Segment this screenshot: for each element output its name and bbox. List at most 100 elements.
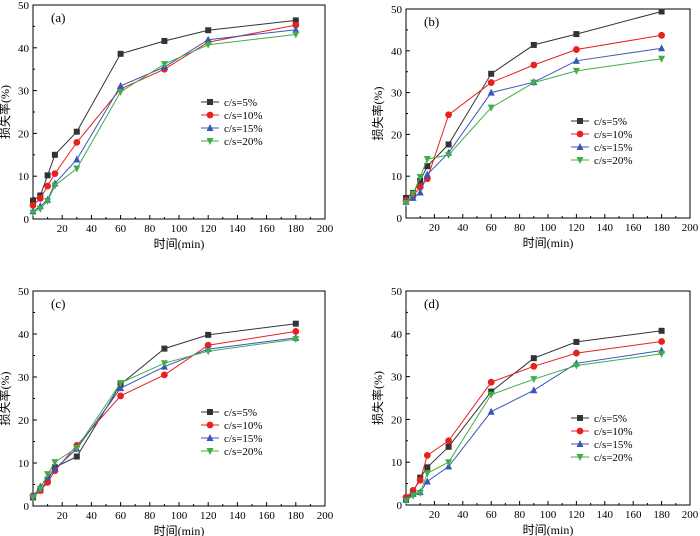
x-tick-label: 60 [115, 510, 127, 522]
data-point [423, 170, 431, 178]
x-tick-label: 80 [514, 222, 526, 234]
data-point [36, 205, 44, 213]
x-tick-label: 40 [86, 223, 98, 235]
data-point [416, 188, 424, 196]
series-4 [29, 336, 300, 502]
data-point [409, 190, 417, 198]
data-point [44, 182, 51, 190]
data-point [402, 497, 410, 505]
data-point [44, 471, 52, 479]
data-point [424, 464, 431, 471]
legend-label: c/s=20% [224, 136, 263, 148]
legend-label: c/s=10% [594, 426, 633, 438]
legend: c/s=5%c/s=10%c/s=15%c/s=20% [571, 116, 633, 167]
y-tick-label: 0 [397, 213, 403, 225]
data-point [73, 155, 81, 163]
data-point [117, 392, 124, 400]
legend-marker [577, 415, 583, 421]
legend-marker [576, 454, 584, 461]
data-point [423, 477, 431, 485]
x-tick-label: 40 [457, 509, 469, 521]
data-point [160, 61, 168, 69]
x-tick-label: 200 [682, 509, 699, 521]
data-point [487, 378, 495, 386]
legend-marker [206, 138, 214, 145]
series-4 [29, 31, 300, 217]
legend-label: c/s=5% [224, 407, 257, 419]
series-1 [403, 8, 665, 201]
data-point [73, 453, 80, 460]
data-point [445, 443, 452, 450]
y-tick-label: 30 [18, 372, 30, 384]
x-tick-label: 140 [597, 509, 614, 521]
series-4 [402, 350, 666, 505]
chart-panel-1: 20 40 60 80 100 120 140 160 180 200 0 10 20 30 40 50 时间(… [0, 0, 334, 251]
data-point [205, 331, 212, 338]
y-tick-label: 50 [18, 286, 30, 298]
data-point [29, 201, 37, 209]
data-point [445, 111, 452, 119]
x-tick-label: 140 [229, 223, 246, 235]
y-tick-label: 30 [391, 372, 403, 384]
legend-label: c/s=5% [224, 97, 257, 109]
x-tick-label: 20 [57, 223, 69, 235]
data-point [573, 31, 580, 38]
x-tick-label: 100 [540, 509, 557, 521]
legend-label: c/s=10% [224, 420, 263, 432]
data-point [117, 88, 125, 96]
legend-marker [207, 99, 213, 105]
data-point [530, 376, 538, 384]
legend-label: c/s=10% [224, 110, 263, 122]
x-tick-label: 80 [144, 223, 156, 235]
y-tick-label: 20 [391, 129, 403, 141]
x-tick-label: 120 [200, 223, 217, 235]
data-point [292, 320, 299, 327]
x-tick-label: 100 [540, 222, 557, 234]
x-tick-label: 160 [258, 223, 275, 235]
data-point [292, 31, 300, 39]
legend-marker [576, 427, 584, 435]
data-point [445, 459, 453, 467]
y-tick-label: 30 [18, 86, 30, 98]
legend-label: c/s=15% [594, 142, 633, 154]
panel-label: (b) [424, 14, 439, 29]
data-point [487, 88, 495, 96]
y-tick-label: 30 [391, 88, 403, 100]
legend-label: c/s=15% [594, 439, 633, 451]
legend-marker [206, 434, 214, 441]
data-point [51, 170, 59, 178]
data-point [530, 41, 537, 48]
data-point [36, 485, 44, 493]
data-point [488, 70, 495, 77]
data-point [51, 459, 59, 467]
legend-label: c/s=5% [594, 116, 627, 128]
x-tick-label: 180 [288, 510, 305, 522]
x-tick-label: 80 [144, 510, 156, 522]
x-tick-label: 180 [653, 222, 670, 234]
x-tick-label: 140 [229, 510, 246, 522]
data-point [445, 151, 453, 159]
y-axis-title: 损失率(%) [370, 371, 385, 425]
data-point [445, 437, 452, 445]
legend: c/s=5%c/s=10%c/s=15%c/s=20% [201, 97, 263, 148]
data-point [204, 35, 212, 43]
data-point [36, 195, 44, 202]
data-point [292, 336, 300, 344]
x-axis-title: 时间(min) [523, 236, 574, 250]
y-tick-label: 50 [18, 0, 30, 12]
data-point [51, 465, 59, 473]
data-point [205, 27, 212, 34]
data-point [530, 79, 538, 87]
x-tick-label: 200 [317, 223, 334, 235]
x-axis-title: 时间(min) [154, 237, 205, 251]
y-tick-label: 40 [391, 46, 403, 58]
legend: c/s=5%c/s=10%c/s=15%c/s=20% [201, 407, 263, 458]
data-point [409, 492, 417, 500]
data-point [530, 61, 538, 69]
data-point [44, 172, 51, 179]
data-point [117, 384, 125, 392]
series-2 [402, 338, 665, 501]
data-point [160, 360, 168, 368]
y-tick-label: 50 [391, 286, 403, 298]
y-tick-label: 40 [18, 43, 30, 55]
